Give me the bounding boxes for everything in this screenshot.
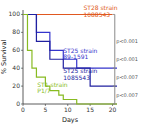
x-tick-label: 10 bbox=[64, 106, 72, 113]
curve-label: ST25 strain1085543 bbox=[63, 67, 97, 81]
y-tick bbox=[21, 86, 23, 87]
curve-label-line: 1088543 bbox=[83, 11, 110, 18]
x-tick-label: 5 bbox=[43, 106, 47, 113]
y-tick bbox=[21, 14, 23, 15]
p-value: p<0.001 bbox=[116, 38, 138, 45]
y-tick-label: 20 bbox=[12, 82, 20, 89]
curve-label: ST28 strain1088543 bbox=[83, 4, 117, 18]
p-value: p<0.001 bbox=[116, 56, 138, 63]
y-tick bbox=[21, 68, 23, 69]
x-tick-label: 0 bbox=[21, 106, 25, 113]
y-tick-label: 100 bbox=[9, 10, 21, 17]
y-tick bbox=[21, 50, 23, 51]
chart: 0 5 10 15 20 0 20 40 60 80 100 Days % Survival ST28 s… bbox=[0, 0, 150, 124]
survival-curve bbox=[23, 14, 117, 86]
curve-label: ST1 strainP1/7 bbox=[37, 81, 67, 95]
bracket bbox=[113, 14, 115, 104]
bracket bbox=[113, 14, 115, 68]
y-axis-label: % Survival bbox=[0, 40, 8, 75]
x-axis-label: Days bbox=[62, 116, 79, 124]
y-tick-label: 0 bbox=[16, 100, 20, 107]
x-tick-label: 20 bbox=[109, 106, 117, 113]
y-tick bbox=[21, 32, 23, 33]
curve-label-line: 89-1591 bbox=[63, 53, 88, 60]
y-tick-label: 80 bbox=[12, 28, 20, 35]
curve-label: ST25 strain89-1591 bbox=[63, 47, 97, 61]
y-axis-line bbox=[23, 10, 24, 104]
curves bbox=[23, 14, 117, 104]
p-value: p<0.007 bbox=[116, 74, 138, 81]
y-tick-label: 40 bbox=[12, 64, 20, 71]
y-tick-label: 60 bbox=[12, 46, 20, 53]
p-value: p<0.007 bbox=[116, 92, 138, 99]
curve-label-line: P1/7 bbox=[37, 87, 50, 94]
survival-curve bbox=[23, 14, 117, 104]
x-tick-label: 15 bbox=[86, 106, 94, 113]
y-tick bbox=[21, 104, 23, 105]
